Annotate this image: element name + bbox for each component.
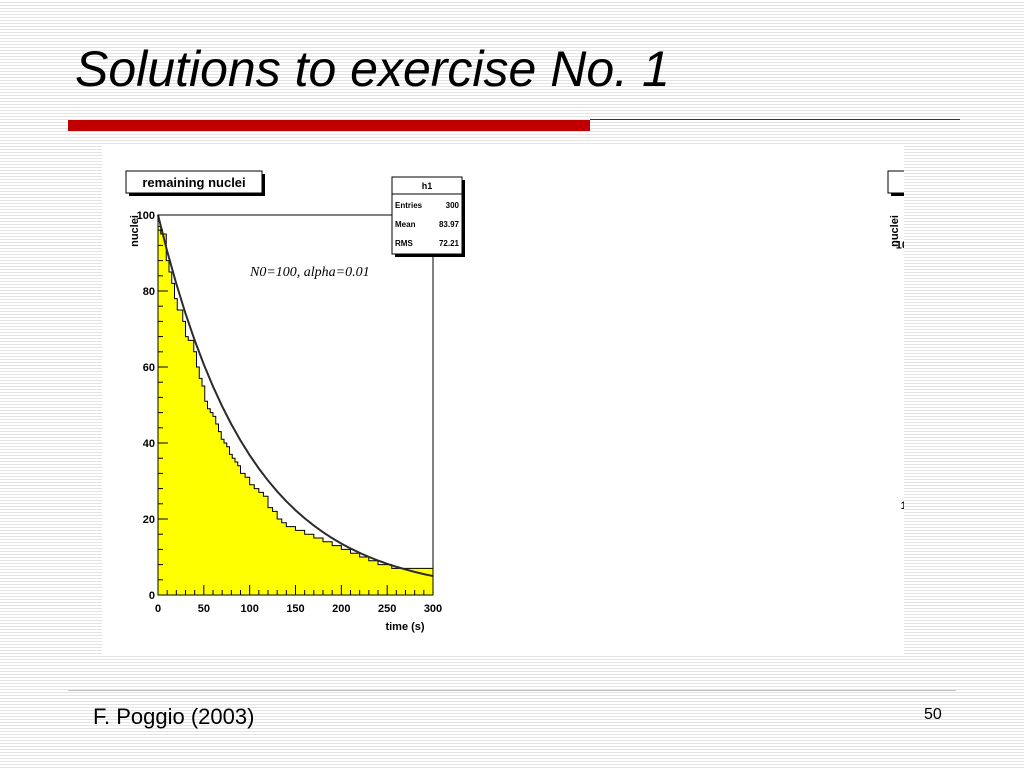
y-tick-label: 60 bbox=[143, 362, 155, 374]
stats-row-value: 83.97 bbox=[439, 220, 460, 229]
figure-panel: 0 50 100 150 200 250 300 0 20 40 60 80 100 time (s) nu… bbox=[102, 146, 904, 654]
footer-author: F. Poggio (2003) bbox=[93, 704, 255, 729]
stats-row-label: RMS bbox=[395, 239, 413, 248]
stats-row-value: 72.21 bbox=[439, 239, 460, 248]
y-tick-label: 0 bbox=[149, 590, 155, 602]
y-tick-label: 100 bbox=[137, 210, 155, 222]
title-rule-thin bbox=[590, 119, 960, 120]
stats-row-label: Entries bbox=[395, 201, 423, 210]
plot-linear: 0 50 100 150 200 250 300 0 20 40 60 80 100 time (s) nu… bbox=[102, 146, 503, 654]
x-tick-label: 300 bbox=[424, 603, 442, 615]
x-tick-label: 200 bbox=[332, 603, 350, 615]
footer-rule bbox=[68, 690, 956, 691]
y-tick-label: 20 bbox=[143, 514, 155, 526]
y-tick-label: 80 bbox=[143, 286, 155, 298]
x-tick-label: 150 bbox=[286, 603, 304, 615]
y-axis-label: nuclei bbox=[889, 215, 901, 247]
stats-box bbox=[391, 176, 463, 255]
chart-log-svg: 05010015020025030010102time (s)nucleirem… bbox=[887, 170, 904, 512]
title-rule-red bbox=[68, 120, 590, 131]
stats-row-value: 300 bbox=[446, 201, 460, 210]
y-tick-label: 10 bbox=[901, 500, 904, 512]
stats-box-name: h1 bbox=[422, 181, 433, 191]
x-tick-label: 100 bbox=[240, 603, 258, 615]
y-axis-label: nuclei bbox=[129, 215, 141, 247]
fit-annotation: N0=100, alpha=0.01 bbox=[249, 265, 370, 280]
y-tick-label: 10 bbox=[896, 240, 904, 252]
slide-title: Solutions to exercise No. 1 bbox=[75, 41, 670, 97]
histogram-outline bbox=[157, 225, 434, 595]
x-tick-label: 0 bbox=[155, 603, 161, 615]
x-tick-label: 50 bbox=[198, 603, 210, 615]
x-axis-label: time (s) bbox=[385, 621, 424, 633]
y-tick-label: 40 bbox=[143, 438, 155, 450]
plot-log: 05010015020025030010102time (s)nucleirem… bbox=[503, 146, 904, 654]
chart-title: remaining nuclei bbox=[142, 175, 245, 190]
histogram-fill bbox=[158, 226, 433, 595]
x-tick-label: 250 bbox=[378, 603, 396, 615]
title-box bbox=[887, 170, 904, 194]
title-box bbox=[125, 170, 263, 194]
stats-row-label: Mean bbox=[395, 220, 416, 229]
chart-linear-svg: 0 50 100 150 200 250 300 0 20 40 60 80 100 time (s) nu… bbox=[125, 170, 465, 633]
fit-curve bbox=[157, 214, 434, 578]
page-number: 50 bbox=[924, 706, 942, 723]
